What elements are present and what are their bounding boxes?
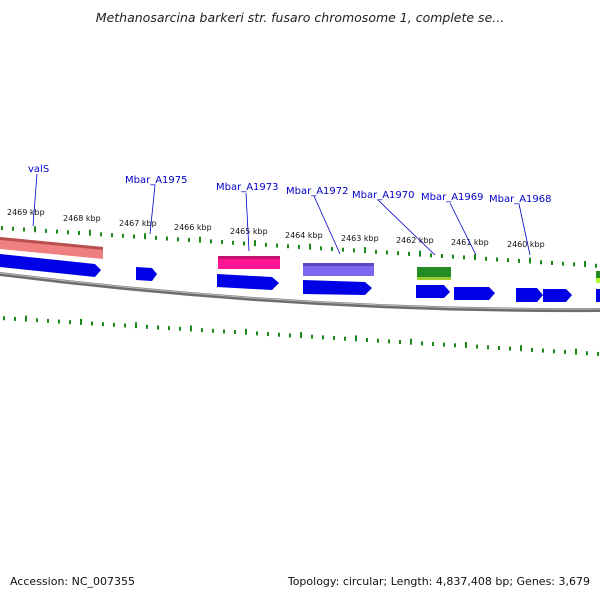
leader-line — [449, 202, 477, 256]
leader-line — [313, 195, 341, 255]
leader-line — [245, 192, 250, 252]
gene-label-mbar-a1972[interactable]: Mbar_A1972 — [286, 186, 349, 197]
scale-label: 2468 kbp — [63, 214, 101, 223]
cog-feature-mbar-a1973[interactable] — [218, 256, 280, 269]
cds-arrow-vals[interactable] — [0, 254, 101, 277]
cds-arrow-mbar-a1973[interactable] — [217, 274, 279, 290]
cog-feature-mbar-a1973-edge — [218, 256, 280, 259]
accession-label: Accession: NC_007355 — [10, 575, 136, 588]
scale-label: 2467 kbp — [119, 219, 157, 228]
gene-label-mbar-a1968[interactable]: Mbar_A1968 — [489, 194, 552, 205]
cds-arrow-mbar-a1969[interactable] — [454, 287, 495, 300]
cog-feature-mbar-a1972-edge — [303, 263, 374, 266]
cds-feature-row — [0, 254, 600, 302]
leader-line — [32, 173, 38, 227]
gene-label-mbar-a1970[interactable]: Mbar_A1970 — [352, 190, 415, 201]
leader-line — [377, 199, 436, 256]
chromosome-backbone — [0, 272, 600, 313]
cog-feature-mbar-a1970-base — [417, 277, 451, 280]
cds-arrow-mbar-a1975[interactable] — [136, 267, 157, 281]
leader-line — [149, 184, 156, 235]
scale-label: 2465 kbp — [230, 227, 268, 236]
map-title: Methanosarcina barkeri str. fusaro chrom… — [95, 10, 505, 25]
cog-feature-mbar-a1970[interactable] — [417, 267, 451, 280]
gene-labels: valS Mbar_A1975 Mbar_A1973 Mbar_A1972 Mb… — [28, 164, 552, 205]
cog-feature-row — [0, 237, 600, 283]
cds-arrow-next[interactable] — [543, 289, 572, 302]
scale-labels: 2469 kbp 2468 kbp 2467 kbp 2466 kbp 2465… — [7, 208, 545, 249]
cds-arrow-mbar-a1970[interactable] — [416, 285, 450, 298]
cds-arrow-mbar-a1968[interactable] — [516, 288, 543, 302]
gene-label-mbar-a1973[interactable]: Mbar_A1973 — [216, 182, 279, 193]
scale-label: 2466 kbp — [174, 223, 212, 232]
gene-label-mbar-a1969[interactable]: Mbar_A1969 — [421, 192, 484, 203]
cog-feature-mbar-a1972[interactable] — [303, 263, 374, 276]
cog-feature-vals-edge — [0, 237, 103, 250]
scale-ticks — [1, 226, 597, 268]
cog-feature-edge-green[interactable] — [596, 271, 600, 283]
chromosome-backbone-highlight — [0, 272, 600, 310]
cds-arrow-mbar-a1972[interactable] — [303, 280, 372, 295]
scale-label: 2464 kbp — [285, 231, 323, 240]
scale-label: 2463 kbp — [341, 234, 379, 243]
cds-arrow-edge[interactable] — [596, 289, 600, 302]
scale-label: 2460 kbp — [507, 240, 545, 249]
scale-label: 2469 kbp — [7, 208, 45, 217]
gene-label-vals[interactable]: valS — [28, 164, 49, 175]
cog-feature-edge-lime — [596, 278, 600, 283]
leader-line — [518, 203, 531, 256]
scale-label: 2462 kbp — [396, 236, 434, 245]
gc-skew-ticks — [3, 315, 599, 356]
gene-label-leaders — [32, 173, 531, 256]
gene-label-mbar-a1975[interactable]: Mbar_A1975 — [125, 175, 188, 186]
genome-summary: Topology: circular; Length: 4,837,408 bp… — [287, 575, 590, 588]
